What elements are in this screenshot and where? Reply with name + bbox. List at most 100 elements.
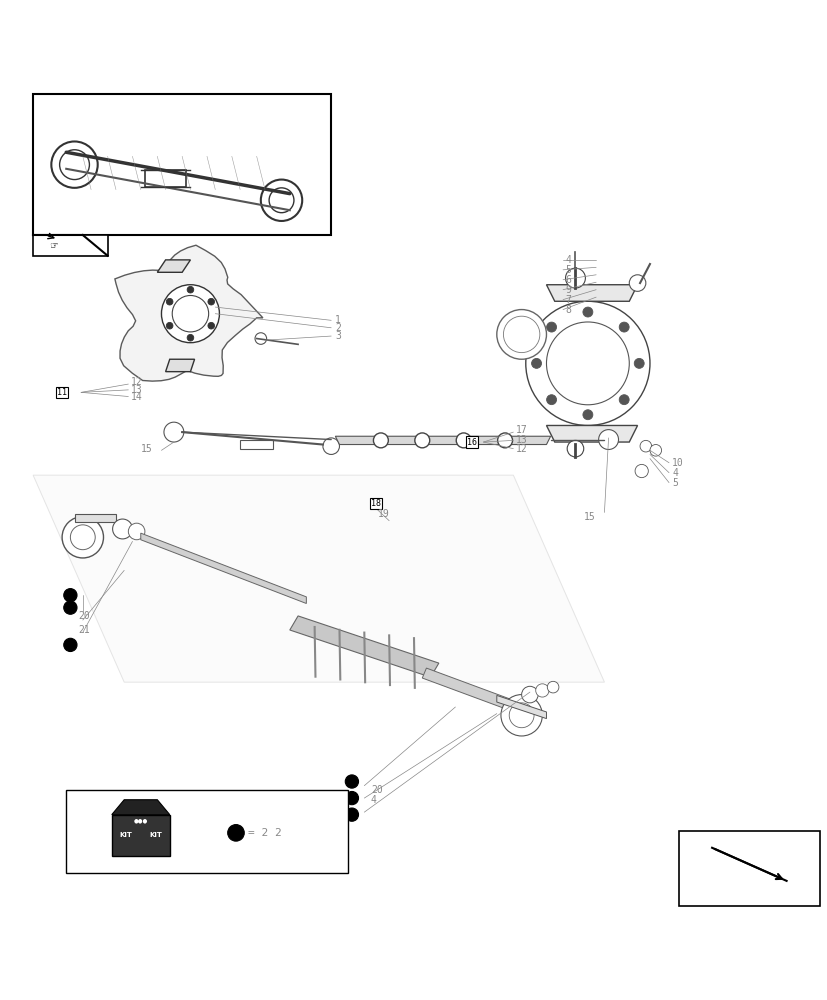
Circle shape [166, 298, 173, 305]
Text: 4: 4 [565, 255, 571, 265]
Circle shape [373, 433, 388, 448]
Circle shape [456, 433, 471, 448]
Text: 3: 3 [335, 331, 341, 341]
Text: 5: 5 [672, 478, 677, 488]
Text: 9: 9 [565, 285, 571, 295]
Polygon shape [546, 285, 637, 301]
Polygon shape [145, 170, 186, 187]
Text: 12: 12 [131, 377, 142, 387]
Circle shape [345, 791, 358, 805]
Text: 1: 1 [335, 315, 341, 325]
Circle shape [323, 438, 339, 454]
Text: 18: 18 [370, 499, 380, 508]
Polygon shape [240, 440, 273, 449]
Text: 13: 13 [515, 435, 527, 445]
Text: 20: 20 [370, 785, 382, 795]
Circle shape [112, 519, 132, 539]
Text: 5: 5 [565, 265, 571, 275]
Text: 11: 11 [57, 388, 67, 397]
Polygon shape [165, 359, 194, 372]
Circle shape [187, 286, 194, 293]
Circle shape [546, 322, 629, 405]
Circle shape [345, 775, 358, 788]
Circle shape [547, 681, 558, 693]
Text: ☞: ☞ [50, 241, 58, 251]
Polygon shape [33, 235, 108, 256]
Circle shape [582, 410, 592, 420]
Polygon shape [289, 616, 438, 677]
Circle shape [164, 422, 184, 442]
Circle shape [62, 517, 103, 558]
Text: 13: 13 [131, 385, 142, 395]
Text: KIT: KIT [119, 832, 132, 838]
Circle shape [255, 333, 266, 344]
Circle shape [64, 589, 77, 602]
Polygon shape [546, 425, 637, 442]
Circle shape [345, 808, 358, 821]
Text: 17: 17 [515, 425, 527, 435]
Circle shape [70, 525, 95, 550]
Circle shape [261, 180, 302, 221]
Circle shape [629, 275, 645, 291]
Text: 19: 19 [377, 509, 389, 519]
Polygon shape [678, 831, 819, 906]
Circle shape [503, 316, 539, 353]
Circle shape [51, 141, 98, 188]
Circle shape [546, 322, 556, 332]
Text: 7: 7 [565, 295, 571, 305]
Text: 12: 12 [515, 444, 527, 454]
Text: 21: 21 [79, 625, 90, 635]
Circle shape [633, 358, 643, 368]
Circle shape [582, 307, 592, 317]
Circle shape [521, 686, 538, 703]
Polygon shape [496, 695, 546, 719]
Circle shape [566, 440, 583, 457]
Text: 4: 4 [370, 795, 376, 805]
Circle shape [525, 301, 649, 425]
Circle shape [208, 298, 214, 305]
Circle shape [187, 334, 194, 341]
Circle shape [509, 703, 533, 728]
Polygon shape [157, 260, 190, 272]
Circle shape [649, 445, 661, 456]
Text: 10: 10 [672, 458, 683, 468]
Circle shape [414, 433, 429, 448]
Circle shape [546, 395, 556, 405]
Circle shape [208, 322, 214, 329]
Polygon shape [66, 790, 347, 873]
Text: 14: 14 [131, 392, 142, 402]
Circle shape [128, 523, 145, 540]
Circle shape [639, 440, 651, 452]
Circle shape [64, 638, 77, 652]
Circle shape [496, 310, 546, 359]
Polygon shape [112, 815, 170, 856]
Text: KIT: KIT [149, 832, 162, 838]
Circle shape [269, 188, 294, 213]
Polygon shape [33, 475, 604, 682]
Circle shape [619, 395, 629, 405]
Text: = 2 2: = 2 2 [248, 828, 282, 838]
Circle shape [598, 430, 618, 449]
Circle shape [172, 295, 208, 332]
Text: 4: 4 [672, 468, 677, 478]
Circle shape [227, 825, 244, 841]
Circle shape [166, 322, 173, 329]
Circle shape [161, 285, 219, 343]
Text: 6: 6 [565, 275, 571, 285]
Polygon shape [141, 533, 306, 604]
Polygon shape [74, 514, 116, 522]
Polygon shape [115, 245, 263, 381]
Circle shape [634, 464, 648, 478]
Circle shape [619, 322, 629, 332]
Text: 16: 16 [466, 438, 476, 447]
Circle shape [531, 358, 541, 368]
Circle shape [565, 268, 585, 288]
Polygon shape [335, 436, 550, 445]
Polygon shape [422, 668, 509, 709]
Circle shape [64, 601, 77, 614]
Text: 20: 20 [79, 611, 90, 621]
Circle shape [60, 150, 89, 180]
Circle shape [535, 684, 548, 697]
Text: 15: 15 [141, 444, 152, 454]
Circle shape [497, 433, 512, 448]
